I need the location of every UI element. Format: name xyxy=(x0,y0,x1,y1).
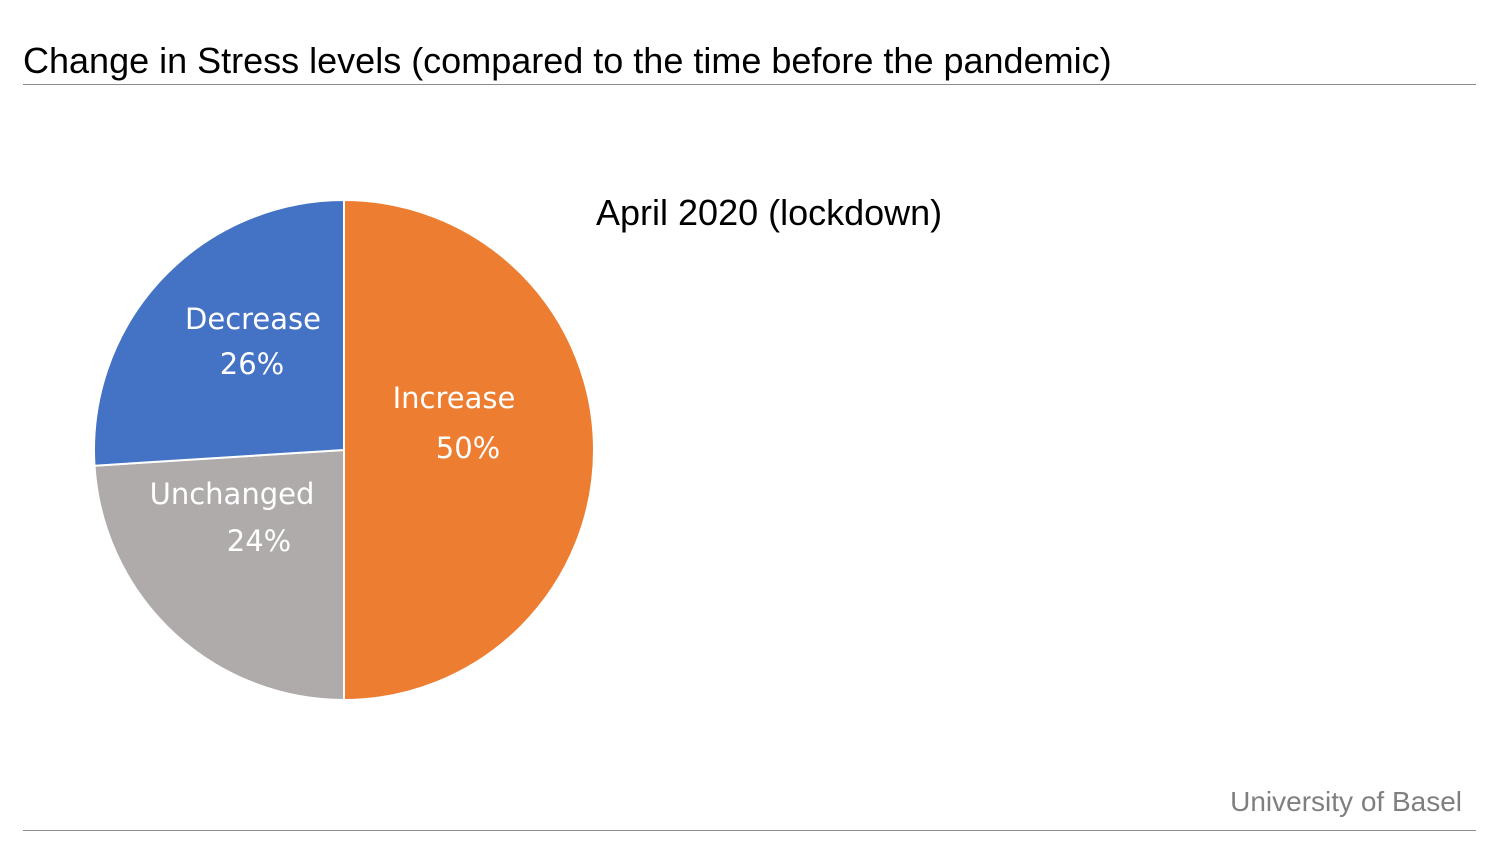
pie-slice-increase xyxy=(343,198,595,702)
pie-slice-unchanged xyxy=(93,448,345,702)
data-label-decrease: Decrease xyxy=(185,302,321,336)
footer-institution: University of Basel xyxy=(1230,786,1462,817)
pie-slice-decrease xyxy=(93,198,345,467)
footer-divider xyxy=(23,830,1476,831)
header-divider xyxy=(23,84,1476,85)
chart-title: April 2020 (lockdown) xyxy=(596,192,943,233)
data-value-increase: 50% xyxy=(436,431,500,465)
page-title: Change in Stress levels (compared to the… xyxy=(23,40,1112,81)
data-label-increase: Increase xyxy=(393,381,516,415)
data-value-unchanged: 24% xyxy=(227,524,291,558)
data-label-unchanged: Unchanged xyxy=(150,477,315,511)
data-value-decrease: 26% xyxy=(220,347,284,381)
